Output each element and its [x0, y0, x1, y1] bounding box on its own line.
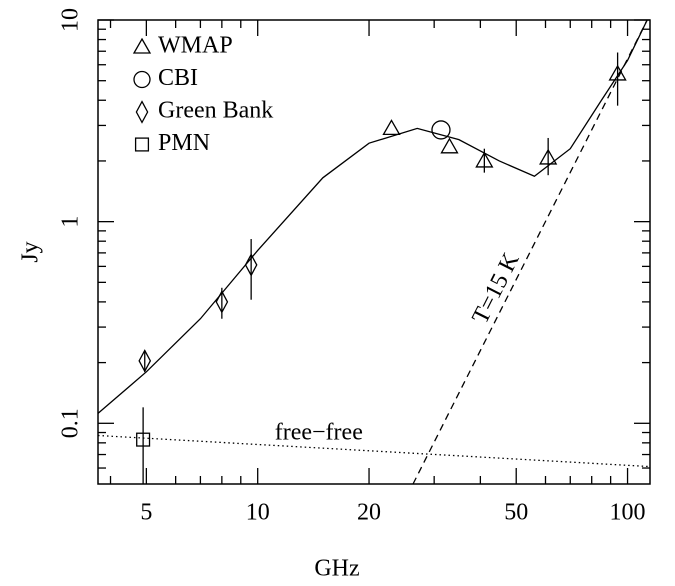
legend-marker — [135, 100, 149, 124]
line-label: T=15 K — [467, 248, 525, 328]
legend-label: Green Bank — [158, 98, 273, 124]
legend-label: CBI — [158, 65, 198, 91]
line-label: free−free — [275, 419, 363, 445]
y-axis-title: Jy — [18, 241, 44, 262]
x-tick-label: 10 — [246, 500, 270, 526]
marker — [244, 253, 258, 277]
legend-label: PMN — [158, 130, 210, 156]
legend-marker — [134, 137, 150, 152]
legend-marker — [132, 37, 152, 54]
x-tick-label: 100 — [610, 500, 646, 526]
marker — [440, 137, 459, 154]
model-line — [97, 19, 648, 414]
legend-marker — [133, 70, 151, 89]
model-line — [412, 19, 648, 485]
marker — [431, 120, 451, 140]
y-tick-label: 10 — [58, 8, 84, 32]
x-tick-label: 5 — [140, 500, 152, 526]
x-axis-title: GHz — [314, 556, 359, 582]
marker — [215, 290, 229, 314]
model-line — [97, 434, 651, 468]
y-tick-label: 1 — [58, 216, 84, 228]
marker — [539, 148, 558, 165]
marker — [382, 119, 401, 136]
x-tick-label: 50 — [504, 500, 528, 526]
marker — [136, 432, 151, 447]
marker — [608, 64, 627, 81]
x-tick-label: 20 — [357, 500, 381, 526]
marker — [475, 151, 494, 168]
y-tick-label: 0.1 — [58, 408, 84, 438]
legend-label: WMAP — [158, 33, 233, 59]
marker — [138, 349, 152, 373]
plot-frame — [97, 19, 651, 485]
